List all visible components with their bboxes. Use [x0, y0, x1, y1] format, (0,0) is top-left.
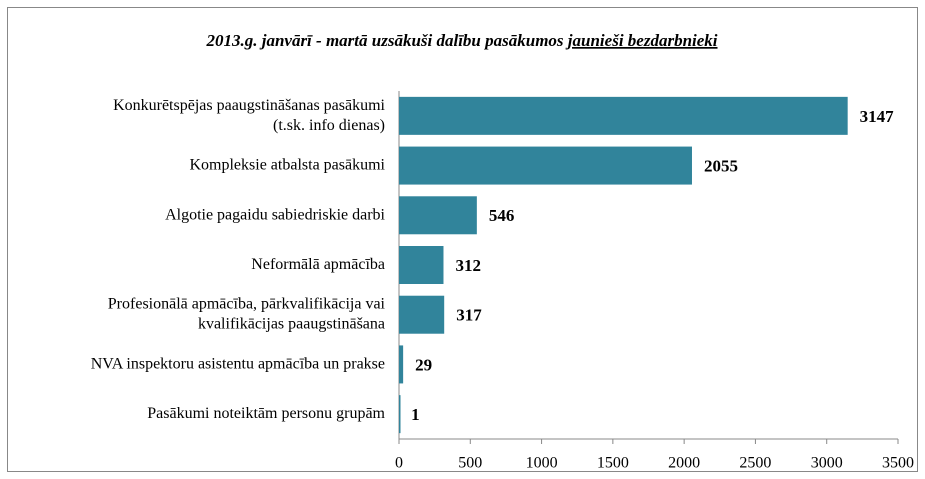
value-label: 312	[455, 256, 481, 275]
bar	[399, 246, 444, 284]
bar	[399, 196, 477, 235]
x-tick-label: 2000	[668, 455, 700, 472]
value-label: 2055	[704, 156, 738, 175]
value-label: 3147	[860, 107, 895, 126]
bar	[399, 146, 692, 185]
y-tick-label: Pasākumi noteiktām personu grupām	[147, 405, 385, 422]
y-tick-label: Neformālā apmācība	[251, 256, 385, 273]
y-tick-label: NVA inspektoru asistentu apmācība un pra…	[91, 355, 385, 372]
chart-frame	[7, 7, 918, 472]
x-tick-label: 500	[458, 455, 482, 472]
value-label: 317	[456, 306, 482, 325]
y-tick-label: Profesionālā apmācība, pārkvalifikācija …	[108, 295, 386, 332]
y-tick-label: Kompleksie atbalsta pasākumi	[189, 156, 385, 173]
x-tick-label: 1000	[526, 455, 558, 472]
bar	[399, 295, 445, 334]
x-tick-label: 1500	[597, 455, 629, 472]
x-tick-label: 3000	[811, 455, 843, 472]
chart-title: 2013.g. janvārī - martā uzsākuši dalību …	[205, 31, 717, 50]
value-label: 546	[489, 206, 515, 225]
x-tick-label: 3500	[882, 455, 914, 472]
bar	[399, 345, 404, 384]
bar	[399, 96, 848, 135]
x-tick-label: 2500	[739, 455, 771, 472]
y-tick-label: Algotie pagaidu sabiedriskie darbi	[165, 206, 385, 223]
bar	[399, 395, 401, 434]
x-tick-label: 0	[395, 455, 403, 472]
value-label: 29	[415, 355, 432, 374]
title-main: 2013.g. janvārī - martā uzsākuši dalību …	[205, 31, 563, 50]
value-label: 1	[411, 405, 420, 424]
title-underlined: jaunieši bezdarbnieki	[565, 31, 718, 50]
y-tick-label: Konkurētspējas paaugstināšanas pasākumi(…	[113, 97, 385, 134]
